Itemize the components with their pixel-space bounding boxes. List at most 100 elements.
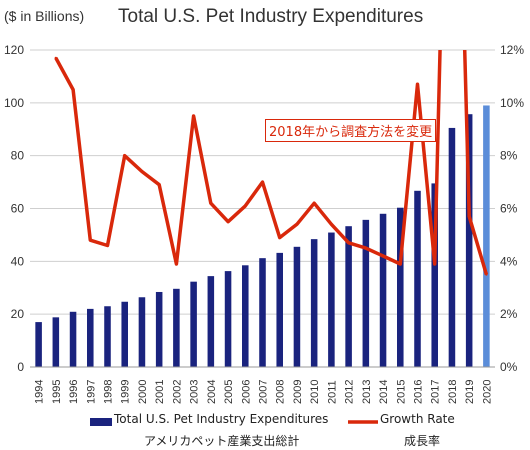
y-right-tick-label: 0% bbox=[500, 360, 518, 374]
x-tick-label: 1994 bbox=[34, 380, 46, 404]
growth-point bbox=[123, 154, 126, 157]
legend-label-bars: Total U.S. Pet Industry Expenditures bbox=[114, 412, 329, 426]
y-left-tick-label: 60 bbox=[11, 202, 25, 216]
growth-point bbox=[485, 273, 488, 276]
x-tick-label: 2009 bbox=[292, 380, 304, 404]
chart-title: Total U.S. Pet Industry Expenditures bbox=[118, 6, 424, 27]
bar bbox=[276, 252, 283, 367]
x-tick-label: 2012 bbox=[344, 380, 356, 404]
x-tick-label: 2019 bbox=[464, 380, 476, 404]
bar bbox=[52, 317, 60, 367]
x-tick-label: 1999 bbox=[120, 380, 132, 404]
bar bbox=[379, 213, 387, 367]
bar bbox=[414, 190, 421, 367]
y-left-tick-label: 40 bbox=[11, 254, 25, 268]
x-tick-label: 2003 bbox=[189, 380, 201, 404]
x-tick-label: 2000 bbox=[137, 380, 149, 404]
x-tick-label: 2001 bbox=[154, 380, 166, 404]
bar bbox=[138, 297, 146, 367]
growth-point bbox=[106, 244, 109, 247]
x-tick-label: 1997 bbox=[85, 380, 97, 404]
bar bbox=[345, 226, 352, 367]
bar bbox=[293, 246, 301, 367]
x-tick-label: 2011 bbox=[326, 380, 338, 404]
growth-point bbox=[192, 114, 195, 118]
growth-point bbox=[175, 262, 178, 266]
bar bbox=[465, 114, 473, 367]
bar bbox=[207, 276, 215, 367]
bar bbox=[224, 271, 232, 367]
growth-point bbox=[209, 202, 213, 205]
bar bbox=[87, 308, 94, 367]
bar bbox=[362, 219, 370, 367]
x-tick-label: 2005 bbox=[223, 380, 235, 404]
y-axis-left-label: ($ in Billions) bbox=[4, 8, 85, 24]
y-left-tick-label: 0 bbox=[17, 360, 24, 374]
x-tick-label: 2020 bbox=[481, 380, 493, 404]
legend-marks bbox=[90, 418, 378, 426]
growth-point bbox=[278, 236, 281, 239]
legend-sub-bars: アメリカペット産業支出総計 bbox=[144, 434, 300, 448]
bar bbox=[328, 232, 335, 367]
growth-point bbox=[364, 246, 368, 250]
growth-point bbox=[416, 83, 419, 86]
bar bbox=[173, 288, 180, 367]
growth-point bbox=[433, 262, 436, 266]
y-right-tick-label: 10% bbox=[500, 96, 524, 110]
growth-point bbox=[399, 262, 402, 266]
growth-point bbox=[312, 202, 316, 205]
bar bbox=[104, 306, 111, 367]
growth-point bbox=[381, 254, 385, 258]
x-tick-label: 1995 bbox=[51, 380, 63, 404]
legend-label-line: Growth Rate bbox=[380, 412, 455, 426]
y-left-tick-label: 100 bbox=[4, 96, 24, 110]
axes: 0 20 40 60 80 100 120 0% 2% 4% 6% 8% 10% 12% 1994 1995 1… bbox=[4, 43, 524, 404]
bar bbox=[431, 183, 438, 367]
method-change-annotation: 2018年から調査方法を変更 bbox=[265, 119, 437, 142]
growth-point bbox=[89, 239, 92, 242]
x-tick-label: 2017 bbox=[430, 380, 442, 404]
x-tick-label: 2008 bbox=[275, 380, 287, 404]
bar bbox=[35, 322, 42, 367]
x-tick-label: 2006 bbox=[240, 380, 252, 404]
growth-line-series bbox=[54, 50, 489, 276]
bar-series bbox=[35, 105, 490, 367]
y-left-tick-label: 80 bbox=[11, 149, 25, 163]
growth-line bbox=[54, 50, 489, 275]
growth-point bbox=[157, 183, 161, 186]
growth-point bbox=[330, 223, 333, 226]
y-right-tick-label: 8% bbox=[500, 149, 518, 163]
x-tick-label: 2015 bbox=[395, 380, 407, 404]
x-tick-label: 1996 bbox=[68, 380, 80, 404]
x-tick-label: 2016 bbox=[413, 380, 425, 404]
growth-point bbox=[140, 170, 144, 173]
x-tick-label: 2010 bbox=[309, 380, 321, 404]
x-tick-label: 1998 bbox=[103, 380, 115, 404]
growth-point bbox=[226, 220, 230, 223]
y-right-tick-label: 6% bbox=[500, 202, 518, 216]
growth-point bbox=[347, 241, 350, 245]
x-tick-label: 2013 bbox=[361, 380, 373, 404]
growth-point bbox=[71, 88, 75, 91]
growth-point bbox=[54, 56, 58, 60]
y-left-tick-label: 120 bbox=[4, 43, 24, 57]
growth-point bbox=[244, 204, 247, 208]
legend-swatch-bars bbox=[90, 418, 112, 426]
bar bbox=[121, 301, 128, 367]
bar bbox=[483, 105, 490, 367]
bar bbox=[190, 281, 197, 367]
x-tick-label: 2007 bbox=[258, 380, 270, 404]
y-right-tick-label: 2% bbox=[500, 307, 518, 321]
bar bbox=[310, 239, 318, 367]
x-tick-label: 2004 bbox=[206, 380, 218, 404]
y-left-tick-label: 20 bbox=[11, 307, 25, 321]
growth-point bbox=[467, 215, 471, 218]
growth-point bbox=[295, 223, 299, 226]
bar bbox=[242, 265, 249, 367]
y-right-tick-label: 4% bbox=[500, 254, 518, 268]
x-tick-label: 2018 bbox=[447, 380, 459, 404]
bar bbox=[259, 258, 266, 367]
x-tick-label: 2014 bbox=[378, 380, 390, 404]
bar bbox=[155, 291, 163, 367]
